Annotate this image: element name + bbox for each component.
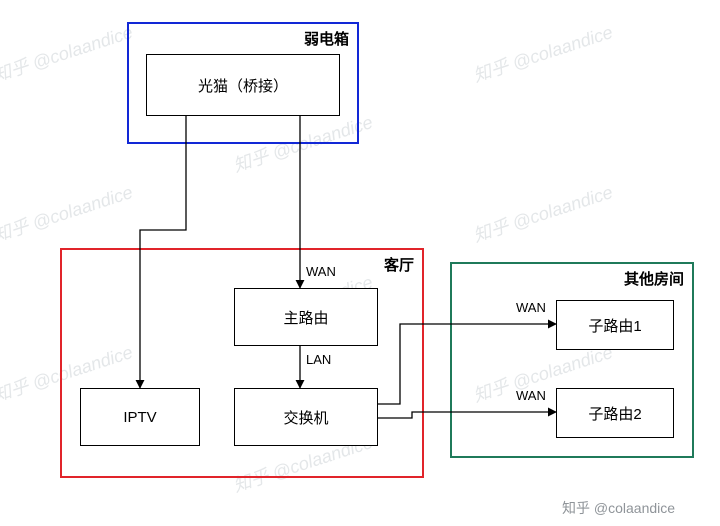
node-sub2: 子路由2 xyxy=(556,388,674,438)
node-modem: 光猫（桥接） xyxy=(146,54,340,116)
node-iptv: IPTV xyxy=(80,388,200,446)
watermark-text: 知乎 @colaandice xyxy=(470,18,616,88)
node-sub1: 子路由1 xyxy=(556,300,674,350)
edge-label-switch-sub1: WAN xyxy=(516,300,546,315)
node-router: 主路由 xyxy=(234,288,378,346)
zone-title: 客厅 xyxy=(384,254,414,275)
watermark-text: 知乎 @colaandice xyxy=(0,18,136,88)
edge-label-modem-router: WAN xyxy=(306,264,336,279)
node-switch: 交换机 xyxy=(234,388,378,446)
zone-title: 弱电箱 xyxy=(304,28,349,49)
watermark-text: 知乎 @colaandice xyxy=(470,178,616,248)
zone-title: 其他房间 xyxy=(624,268,684,289)
diagram-canvas: 知乎 @colaandice 知乎 @colaandice 知乎 @colaandi… xyxy=(0,0,720,526)
edge-label-router-switch: LAN xyxy=(306,352,331,367)
credit-text: 知乎 @colaandice xyxy=(562,498,675,518)
watermark-text: 知乎 @colaandice xyxy=(0,178,136,248)
edge-label-switch-sub2: WAN xyxy=(516,388,546,403)
